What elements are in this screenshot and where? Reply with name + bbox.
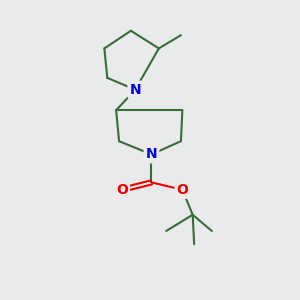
Text: N: N <box>146 147 157 161</box>
Text: N: N <box>130 82 141 97</box>
Text: O: O <box>116 183 128 197</box>
Text: O: O <box>176 183 188 197</box>
